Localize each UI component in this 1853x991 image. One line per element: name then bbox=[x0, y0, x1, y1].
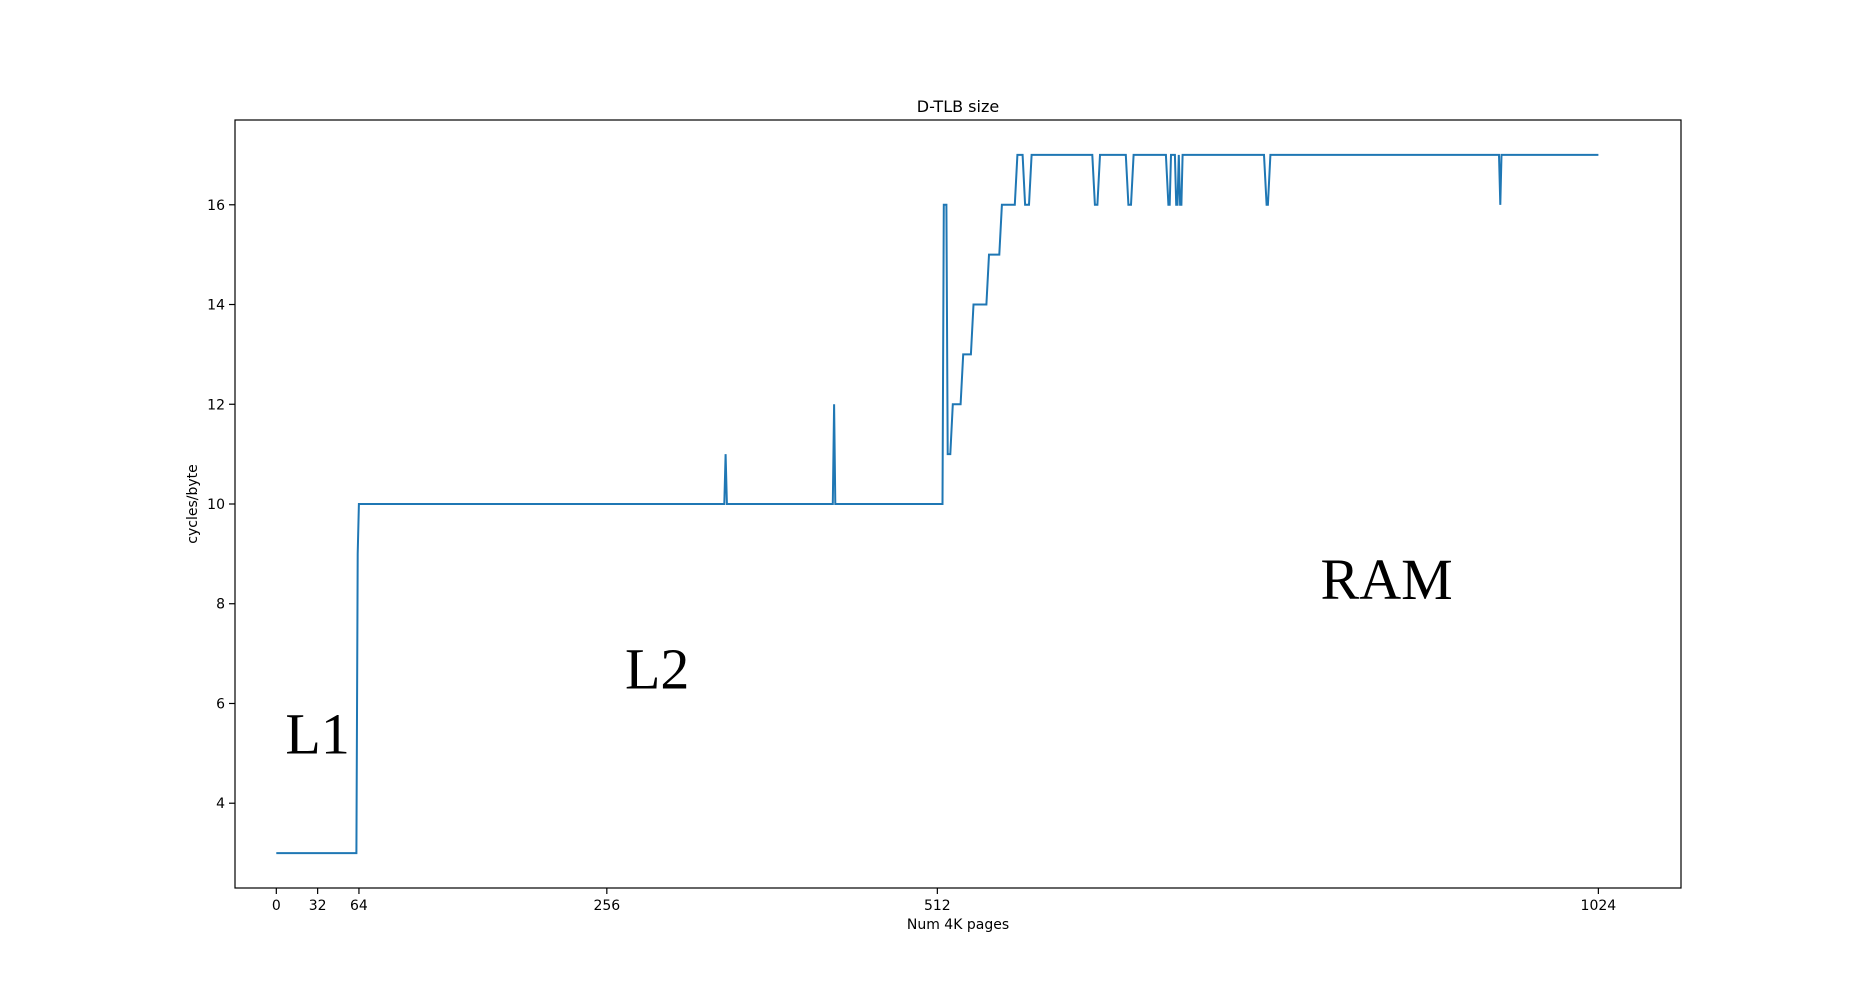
x-tick-label: 64 bbox=[350, 898, 368, 914]
region-label: L2 bbox=[625, 637, 689, 702]
series-line bbox=[276, 153, 1599, 855]
y-tick-label: 16 bbox=[207, 198, 225, 214]
region-label: RAM bbox=[1321, 547, 1453, 612]
y-axis-label: cycles/byte bbox=[185, 464, 201, 543]
y-tick-label: 4 bbox=[216, 796, 225, 812]
x-tick-label: 32 bbox=[309, 898, 327, 914]
y-tick-label: 10 bbox=[207, 497, 225, 513]
y-tick-label: 14 bbox=[207, 298, 225, 314]
x-tick-label: 256 bbox=[593, 898, 620, 914]
y-tick-label: 12 bbox=[207, 397, 225, 413]
y-tick-label: 8 bbox=[216, 597, 225, 613]
x-axis-label: Num 4K pages bbox=[907, 917, 1009, 933]
region-annotations: L1 L2 RAM bbox=[285, 547, 1452, 767]
y-axis: 4 6 8 10 12 14 16 bbox=[207, 198, 235, 812]
region-label: L1 bbox=[285, 701, 349, 766]
chart-title: D-TLB size bbox=[917, 97, 999, 116]
x-tick-label: 512 bbox=[924, 898, 951, 914]
x-axis: 0 32 64 256 512 1024 bbox=[272, 888, 1616, 914]
x-tick-label: 1024 bbox=[1581, 898, 1617, 914]
x-tick-label: 0 bbox=[272, 898, 281, 914]
y-tick-label: 6 bbox=[216, 696, 225, 712]
